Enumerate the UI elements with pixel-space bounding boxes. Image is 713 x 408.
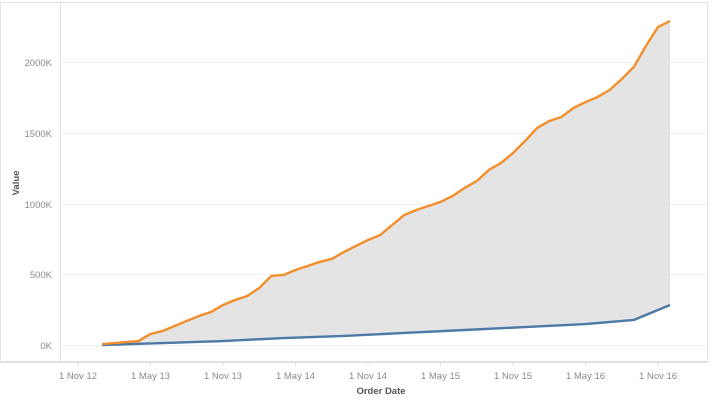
x-tick-label: 1 May 14 — [276, 371, 315, 382]
series-lines — [102, 19, 671, 347]
x-tick-label: 1 Nov 15 — [494, 371, 532, 382]
x-tick-label: 1 May 16 — [566, 371, 605, 382]
upper-series-line — [102, 19, 671, 346]
x-tick-label: 1 Nov 16 — [639, 371, 677, 382]
area-band — [102, 20, 671, 346]
lower-series-line — [102, 303, 671, 347]
x-tick-label: 1 May 13 — [131, 371, 170, 382]
x-axis-ticks: 1 Nov 12 1 May 13 1 Nov 13 1 May 14 1 Nov 14… — [59, 362, 677, 382]
x-tick-label: 1 May 15 — [421, 371, 460, 382]
y-tick-label: 2000K — [25, 58, 53, 69]
y-tick-label: 500K — [30, 270, 53, 281]
y-tick-label: 1500K — [25, 129, 53, 140]
x-axis-title: Order Date — [356, 386, 405, 397]
band-fill — [102, 20, 671, 346]
x-tick-label: 1 Nov 14 — [349, 371, 387, 382]
x-tick-label: 1 Nov 13 — [204, 371, 242, 382]
plot-frame — [0, 2, 708, 362]
y-tick-label: 1000K — [25, 200, 53, 211]
y-axis-ticks: 0K 500K 1000K 1500K 2000K — [25, 58, 53, 352]
x-tick-label: 1 Nov 12 — [59, 371, 97, 382]
y-tick-label: 0K — [40, 341, 52, 352]
y-axis-title: Value — [11, 171, 22, 196]
